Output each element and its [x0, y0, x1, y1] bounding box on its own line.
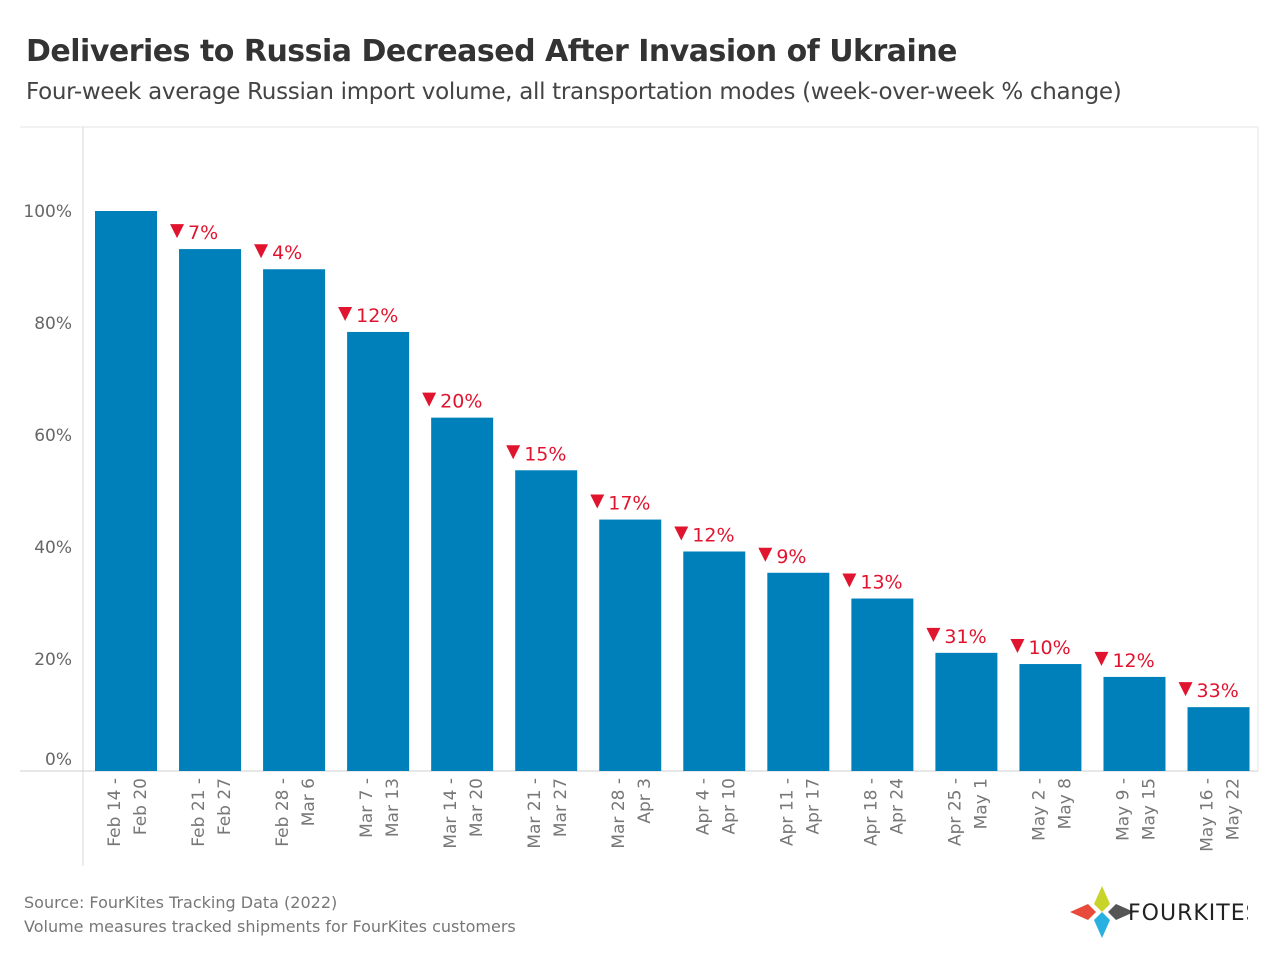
change-value: 17% [608, 493, 650, 515]
down-triangle-icon [926, 627, 941, 642]
change-value: 12% [1112, 650, 1154, 672]
chart-subtitle: Four-week average Russian import volume,… [26, 79, 1122, 105]
change-value: 33% [1197, 680, 1239, 702]
fourkites-logo: FOURKITES [1068, 884, 1260, 944]
change-value: 31% [944, 626, 986, 648]
x-tick-label: May 16 - May 22 [1198, 778, 1244, 852]
down-triangle-icon [1178, 682, 1193, 697]
x-tick-label: Mar 14 - Mar 20 [441, 778, 487, 849]
bar [1019, 664, 1082, 771]
down-triangle-icon [674, 526, 689, 541]
bar [179, 249, 242, 771]
change-value: 15% [524, 443, 566, 465]
y-tick-label: 0% [45, 750, 72, 770]
bar [767, 572, 830, 771]
change-label: 13% [842, 572, 903, 594]
down-triangle-icon [1094, 651, 1109, 666]
y-tick-label: 80% [34, 314, 72, 334]
y-axis: 0% 20% 40% 60% 80% 100% [23, 202, 72, 770]
x-tick-label: Mar 28 - Apr 3 [609, 778, 655, 849]
change-label: 12% [674, 524, 735, 546]
y-tick-label: 100% [23, 202, 72, 222]
bar [935, 652, 998, 771]
change-value: 4% [272, 242, 302, 264]
x-tick-label: Feb 28 - Mar 6 [273, 778, 319, 847]
x-tick-label: Feb 14 - Feb 20 [105, 778, 151, 847]
bar-chart: 7% 4% 12% 20% 15% 17% 12% 9% 13% 31% 10% 12% 33% 0% 2… [20, 126, 1259, 866]
change-value: 12% [692, 524, 734, 546]
change-label: 15% [506, 443, 566, 465]
y-tick-label: 60% [34, 426, 72, 446]
bar [683, 551, 746, 771]
x-tick-label: Feb 21 - Feb 27 [189, 778, 235, 847]
bar [851, 598, 914, 771]
bar [431, 417, 494, 771]
down-triangle-icon [842, 573, 857, 588]
x-tick-label: Apr 4 - Apr 10 [693, 778, 739, 835]
change-label: 20% [422, 391, 482, 413]
bar [1103, 676, 1166, 771]
change-value: 7% [188, 222, 218, 244]
x-axis: Feb 14 - Feb 20 Feb 21 - Feb 27 Feb 28 - Mar … [105, 778, 1244, 852]
chart-title: Deliveries to Russia Decreased After Inv… [26, 34, 958, 69]
source-note: Source: FourKites Tracking Data (2022) [24, 893, 338, 912]
y-tick-label: 40% [34, 538, 72, 558]
down-triangle-icon [254, 244, 269, 259]
change-labels: 7% 4% 12% 20% 15% 17% 12% 9% 13% 31% 10% 12% 33% [170, 222, 1239, 702]
change-label: 33% [1178, 680, 1239, 702]
change-value: 12% [356, 305, 398, 327]
down-triangle-icon [1010, 639, 1025, 654]
x-tick-label: Apr 18 - Apr 24 [861, 778, 907, 846]
y-tick-label: 20% [34, 650, 72, 670]
change-value: 20% [440, 391, 482, 413]
change-label: 10% [1010, 637, 1071, 659]
x-tick-label: Apr 11 - Apr 17 [777, 778, 823, 846]
bar [263, 269, 326, 771]
bar [1187, 707, 1250, 771]
down-triangle-icon [506, 445, 521, 460]
bar [515, 470, 578, 771]
x-tick-label: Apr 25 - May 1 [945, 778, 991, 846]
x-tick-label: Mar 21 - Mar 27 [525, 778, 571, 849]
svg-text:FOURKITES: FOURKITES [1128, 901, 1248, 926]
change-label: 31% [926, 626, 987, 648]
change-value: 10% [1028, 637, 1070, 659]
down-triangle-icon [338, 306, 353, 321]
bars [95, 211, 1250, 771]
x-tick-label: Mar 7 - Mar 13 [357, 778, 403, 838]
change-label: 9% [758, 546, 806, 568]
down-triangle-icon [590, 494, 605, 509]
change-value: 9% [776, 546, 806, 568]
change-value: 13% [860, 572, 902, 594]
volume-note: Volume measures tracked shipments for Fo… [24, 917, 516, 936]
change-label: 12% [1094, 650, 1155, 672]
down-triangle-icon [170, 224, 185, 239]
change-label: 7% [170, 222, 218, 244]
bar [95, 211, 157, 771]
x-tick-label: May 2 - May 8 [1029, 778, 1075, 841]
change-label: 17% [590, 493, 650, 515]
x-tick-label: May 9 - May 15 [1113, 778, 1159, 841]
change-label: 4% [254, 242, 302, 264]
fourkites-logo-icon: FOURKITES [1070, 886, 1260, 938]
down-triangle-icon [758, 547, 773, 562]
down-triangle-icon [422, 392, 437, 407]
change-label: 12% [338, 305, 398, 327]
bar [347, 331, 410, 771]
bar [599, 519, 662, 771]
